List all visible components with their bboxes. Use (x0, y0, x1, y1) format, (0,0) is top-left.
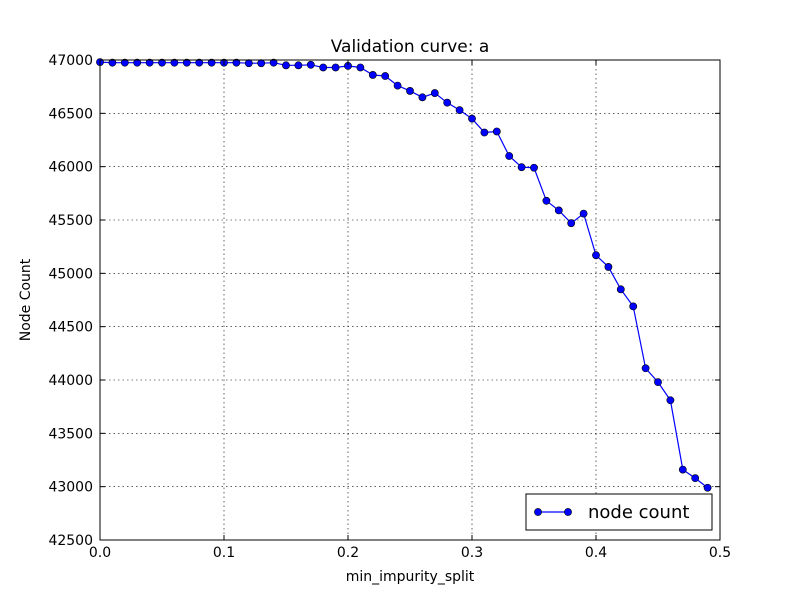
y-tick-label: 43500 (48, 426, 93, 442)
data-point (468, 114, 476, 123)
x-tick-label: 0.2 (337, 545, 359, 561)
data-point (244, 59, 253, 68)
data-point (592, 251, 600, 260)
data-point (629, 302, 638, 311)
data-point (145, 58, 154, 67)
data-point (480, 128, 489, 137)
data-point (406, 87, 414, 95)
data-point (455, 106, 464, 115)
plot-area-frame (99, 59, 721, 541)
data-point (294, 61, 303, 70)
data-point (554, 206, 563, 215)
data-point (430, 89, 439, 97)
legend: node count (525, 493, 713, 531)
series-node-count (96, 58, 712, 492)
legend-marker-swatch-end (564, 508, 572, 516)
data-point (418, 93, 427, 102)
y-tick-label: 46000 (48, 160, 93, 176)
data-point (654, 378, 662, 387)
data-point (170, 58, 179, 67)
y-tick-label: 46500 (48, 106, 93, 122)
y-tick-label: 43000 (48, 480, 93, 496)
data-point (368, 71, 377, 79)
legend-label-node-count: node count (588, 502, 689, 523)
chart-title: Validation curve: a (331, 37, 490, 57)
y-axis-label: Node Count (18, 258, 34, 341)
y-tick-label: 47000 (48, 53, 93, 69)
data-point (120, 58, 129, 67)
x-tick-label: 0.5 (709, 545, 731, 561)
y-tick-label: 45000 (48, 266, 93, 282)
data-point (641, 364, 650, 373)
axis-ticks: 0.0 0.1 0.2 0.3 0.4 0.5 42500 43000 43500 44000 44… (48, 53, 731, 561)
data-point (182, 58, 191, 67)
y-tick-label: 45500 (48, 213, 93, 229)
x-tick-label: 0.4 (585, 545, 607, 561)
x-tick-label: 0.1 (213, 545, 235, 561)
data-point (207, 58, 216, 67)
data-point (703, 483, 712, 492)
data-point (567, 219, 576, 228)
data-point (579, 209, 588, 218)
y-tick-label: 42500 (48, 533, 93, 549)
y-tick-label: 44000 (48, 373, 93, 389)
data-point (542, 196, 551, 205)
data-point (393, 81, 402, 90)
data-point (158, 58, 166, 67)
grid-lines (100, 60, 720, 540)
data-point (666, 396, 675, 405)
data-point (306, 60, 315, 69)
data-point (108, 58, 117, 67)
data-point (517, 163, 526, 172)
data-point (616, 285, 625, 294)
data-point (443, 98, 452, 107)
x-tick-label: 0.0 (89, 545, 111, 561)
data-point (282, 61, 290, 70)
legend-marker-swatch (534, 508, 542, 516)
data-point (530, 163, 538, 172)
data-point (505, 152, 514, 160)
data-point (604, 263, 613, 271)
data-point (232, 58, 241, 67)
data-point (257, 59, 266, 68)
data-point (691, 474, 700, 483)
data-point (492, 127, 501, 136)
data-point (331, 63, 340, 72)
data-point (319, 63, 328, 72)
data-point (195, 58, 204, 67)
y-tick-label: 44500 (48, 320, 93, 336)
data-point (133, 58, 142, 67)
x-axis-label: min_impurity_split (346, 569, 475, 585)
data-point (678, 465, 687, 474)
data-point (356, 63, 365, 72)
data-point (381, 72, 390, 80)
data-point (269, 58, 278, 67)
x-tick-label: 0.3 (461, 545, 483, 561)
